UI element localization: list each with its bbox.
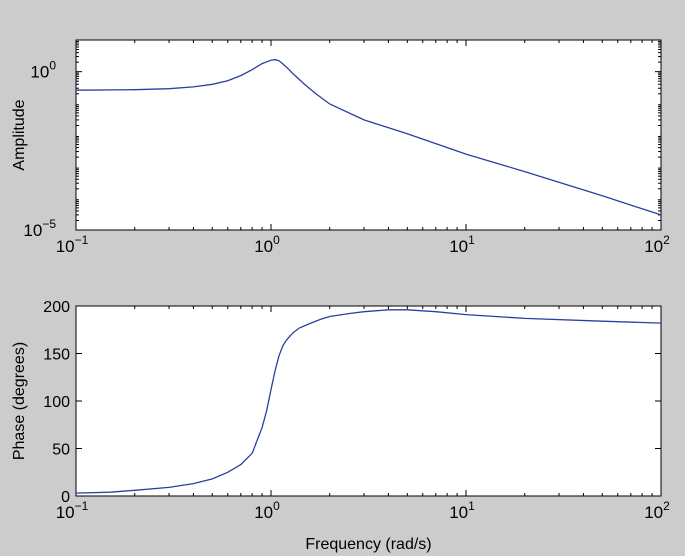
y-tick-label: 0 bbox=[61, 489, 70, 506]
x-tick-label: 102 bbox=[644, 233, 670, 256]
x-tick-label: 101 bbox=[449, 233, 475, 256]
x-tick-label: 10−1 bbox=[56, 233, 89, 256]
y-tick-label: 150 bbox=[43, 347, 70, 364]
x-tick-label: 102 bbox=[644, 499, 670, 522]
series-line bbox=[75, 309, 662, 494]
x-axis-label: Frequency (rad/s) bbox=[305, 536, 431, 553]
y-tick-label: 100 bbox=[30, 59, 56, 82]
x-tick-label: 100 bbox=[254, 233, 280, 256]
y-tick-label: 50 bbox=[52, 442, 70, 459]
y-tick-label: 200 bbox=[43, 299, 70, 316]
y-axis-label: Phase (degrees) bbox=[11, 342, 28, 460]
plot-area bbox=[75, 305, 662, 497]
x-tick-label: 101 bbox=[449, 499, 475, 522]
y-axis-label: Amplitude bbox=[11, 99, 28, 170]
y-tick-label: 100 bbox=[43, 394, 70, 411]
x-tick-label: 100 bbox=[254, 499, 280, 522]
y-tick-label: 10−5 bbox=[23, 217, 56, 240]
plot-area bbox=[75, 39, 662, 231]
series-line bbox=[75, 58, 662, 216]
